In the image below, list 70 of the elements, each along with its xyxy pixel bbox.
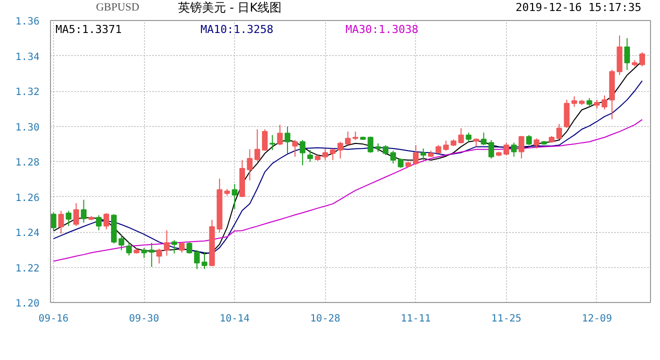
candlestick [382, 144, 388, 156]
candlestick [104, 212, 110, 230]
candlestick [571, 96, 578, 108]
candlestick [564, 99, 570, 129]
text: MA5:1.3371 [56, 23, 122, 36]
candlestick [639, 52, 646, 67]
chart-title: 英镑美元 - 日K线图 [178, 0, 282, 14]
candlestick [66, 210, 72, 227]
candlestick [624, 38, 630, 70]
line-series [53, 119, 643, 262]
candlestick [466, 132, 472, 142]
candlestick [141, 248, 147, 258]
candlestick [412, 144, 419, 166]
x-tick-label: 10-28 [310, 314, 340, 324]
candlestick [556, 123, 562, 140]
text: MA10:1.3258 [200, 23, 274, 36]
candlestick [420, 148, 426, 161]
candlestick [80, 199, 87, 224]
candlestick [511, 142, 517, 158]
x-tick-label: 12-09 [582, 314, 612, 324]
candlestick [345, 131, 351, 146]
candlestick [73, 202, 79, 227]
candlestick [480, 132, 487, 146]
candlestick [126, 242, 132, 256]
candlestick [232, 184, 238, 210]
y-tick-label: 1.22 [15, 263, 40, 274]
y-tick-label: 1.36 [15, 16, 40, 28]
candlestick [504, 142, 510, 156]
candlestick [398, 158, 404, 168]
candlestick [284, 126, 290, 154]
y-tick-label: 1.26 [15, 192, 40, 204]
candlestick [534, 138, 540, 149]
y-tick-label: 1.28 [15, 158, 40, 168]
y-tick-label: 1.34 [15, 52, 40, 63]
candlestick [322, 148, 328, 161]
candlestick [307, 150, 313, 162]
candlestick [390, 150, 396, 164]
x-tick-label: 10-14 [220, 314, 250, 324]
x-tick-label: 09-30 [129, 314, 160, 324]
candlestick [488, 139, 494, 160]
candlestick [156, 248, 162, 264]
candlestick [171, 240, 178, 254]
candlestick [178, 242, 185, 254]
candlestick [246, 148, 253, 181]
candlestick [300, 139, 306, 166]
y-tick-label: 1.32 [15, 87, 40, 98]
candlestick [526, 134, 532, 146]
candlestick [518, 135, 524, 160]
x-tick-label: 11-25 [491, 314, 522, 324]
candlestick [337, 141, 344, 160]
candlestick [292, 139, 298, 158]
candlestick [96, 214, 102, 231]
y-tick-label: 1.20 [15, 298, 40, 310]
y-tick-label: 1.30 [15, 122, 40, 134]
candlestick [50, 212, 56, 232]
y-tick-label: 1.24 [15, 228, 40, 239]
candlestick [330, 148, 336, 161]
candlestick [164, 230, 170, 256]
candlestick [118, 234, 124, 251]
text: MA30:1.3038 [346, 23, 418, 36]
candlestick [254, 128, 260, 162]
candlestick [58, 210, 64, 234]
x-tick-label: 11-11 [400, 314, 431, 324]
chart-subtitle: 2019-12-16 15:17:35 [516, 1, 642, 14]
candlestick [270, 134, 276, 151]
candlestick [148, 242, 154, 268]
candlestick [277, 124, 283, 146]
candlestick [262, 128, 268, 152]
x-tick-label: 09-16 [38, 314, 69, 324]
text: GBPUSD [96, 2, 140, 14]
